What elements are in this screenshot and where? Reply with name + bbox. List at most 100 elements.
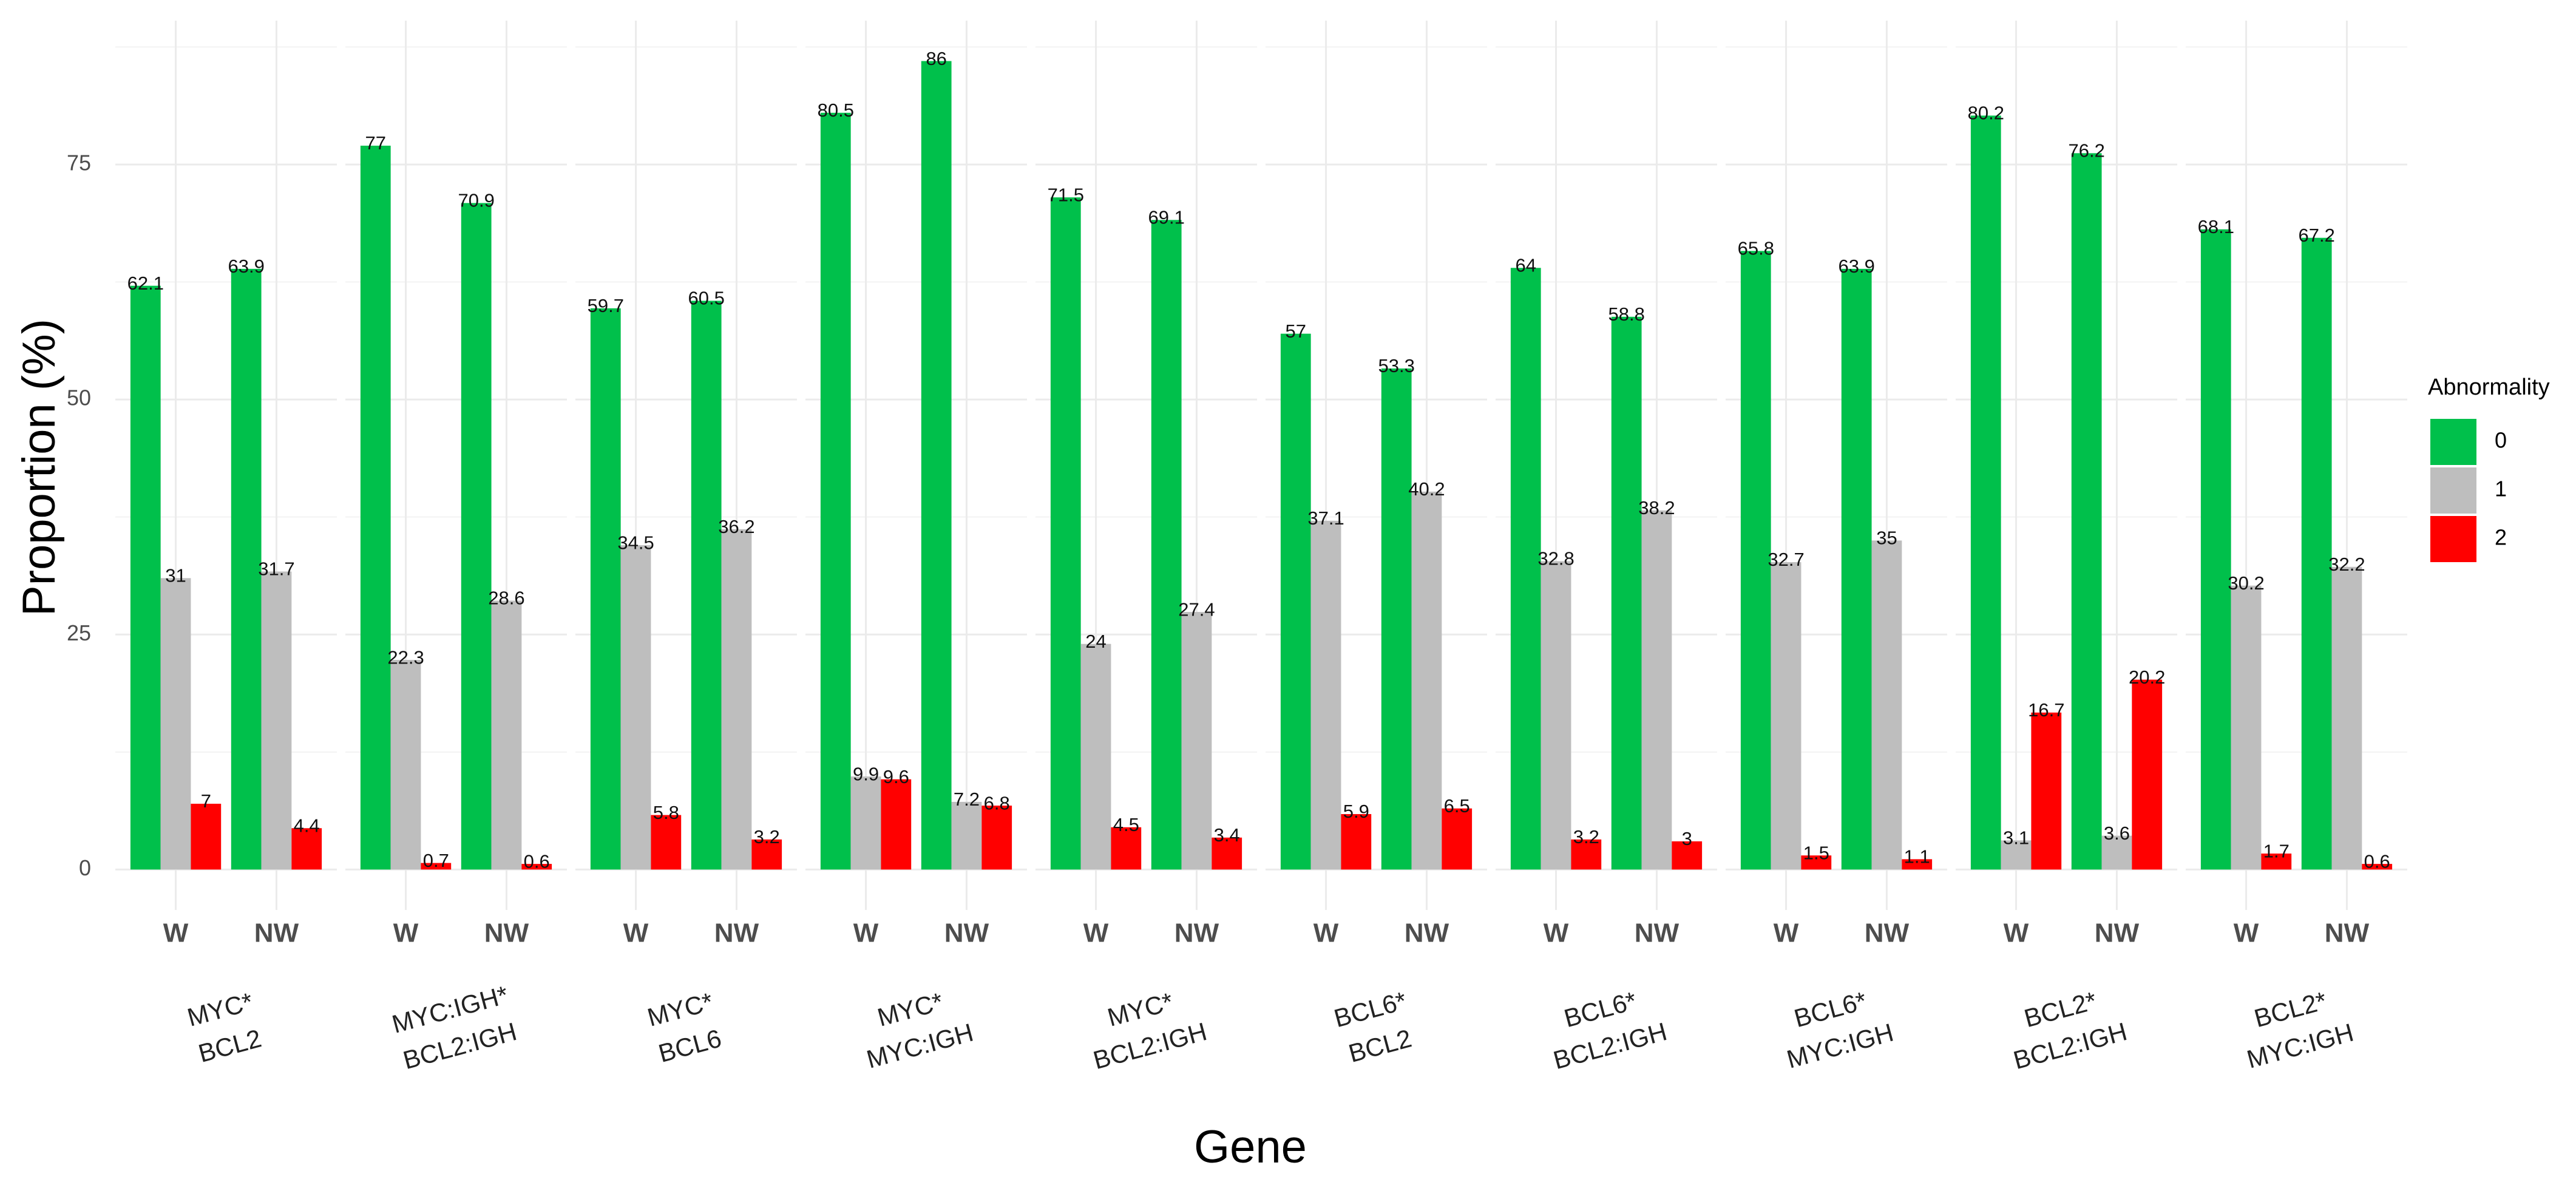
x-tick-label: NW [2325,918,2370,948]
x-tick-label: W [853,918,879,948]
bar [1310,520,1341,870]
x-tick-label: W [393,918,419,948]
bar [231,268,262,870]
x-tick-label: W [1544,918,1569,948]
facet-label: MYC*BCL2:IGH [1080,980,1210,1074]
facet-label: BCL6*BCL2:IGH [1541,980,1670,1074]
bar [461,203,492,870]
data-label: 32.2 [2328,554,2365,575]
data-label: 59.7 [588,295,624,316]
data-label: 80.5 [818,100,854,121]
facet-label: MYC*MYC:IGH [854,982,977,1074]
bar [2001,840,2032,870]
bar [2071,153,2102,870]
data-label: 24 [1085,631,1106,652]
data-label: 5.8 [653,802,679,823]
bar [1442,808,1473,870]
y-tick-label: 25 [67,620,91,645]
bar [2031,712,2062,870]
bar [651,815,682,870]
bar [881,779,912,870]
bar [360,145,391,870]
data-label: 63.9 [1839,256,1875,277]
data-label: 37.1 [1307,507,1344,529]
data-label: 3.1 [2003,827,2029,849]
bar [850,776,881,870]
y-tick-label: 50 [67,385,91,410]
bar [1151,220,1182,870]
data-label: 6.8 [984,792,1010,813]
bar [2200,229,2231,870]
facet-label-line: MYC* [1105,987,1176,1032]
bar [1212,837,1242,870]
bar [1411,491,1442,870]
bar [1902,859,1933,870]
facet-label: BCL2*BCL2:IGH [2001,980,2130,1074]
bar [820,112,851,870]
bar [1510,268,1541,870]
legend-key [2430,516,2476,562]
bar [1771,562,1802,870]
y-tick-label: 0 [79,855,91,880]
data-label: 7.2 [954,789,980,810]
bar [951,801,982,870]
data-label: 30.2 [2228,572,2264,594]
data-label: 80.2 [1968,103,2004,124]
bar [1672,841,1703,870]
y-tick-label: 75 [67,150,91,175]
legend-key [2430,467,2476,514]
data-label: 7 [201,790,211,812]
bar [1841,268,1872,870]
data-label: 20.2 [2129,667,2165,688]
facet-label: BCL2*MYC:IGH [2234,982,2357,1074]
bar [390,660,421,870]
x-tick-label: NW [1405,918,1449,948]
bar [2101,835,2132,870]
x-tick-label: NW [254,918,299,948]
data-label: 5.9 [1343,801,1369,822]
data-label: 32.7 [1768,549,1804,570]
legend-title: Abnormality [2428,375,2550,400]
x-tick-label: NW [1174,918,1219,948]
data-label: 40.2 [1408,478,1445,500]
x-tick-label: W [2004,918,2029,948]
bar [160,578,191,870]
y-axis-title: Proportion (%) [13,319,65,616]
data-label: 38.2 [1638,497,1675,518]
data-label: 6.5 [1444,795,1470,816]
legend-label: 0 [2495,428,2507,453]
bar [2132,679,2163,870]
data-label: 64 [1516,254,1536,276]
bar [691,300,722,870]
bar [1111,827,1142,870]
bar [1740,251,1771,870]
data-label: 22.3 [387,647,424,668]
bar [981,806,1012,870]
bar [751,839,782,870]
data-label: 1.1 [1904,846,1930,867]
x-tick-label: W [1774,918,1799,948]
data-label: 68.1 [2198,216,2234,237]
data-label: 0.6 [524,850,550,872]
bar [1381,368,1412,870]
facet-label-line: MYC* [645,987,716,1032]
data-label: 67.2 [2299,225,2335,246]
bar [130,285,161,870]
facet-label-line: BCL2 [1346,1023,1415,1068]
data-label: 3.2 [754,826,780,847]
bar [1801,855,1832,870]
bar [1611,316,1642,870]
bar [921,61,952,870]
data-label: 27.4 [1178,599,1215,620]
bar [1280,333,1311,870]
bar [1050,197,1081,870]
x-tick-label: NW [484,918,529,948]
data-label: 77 [365,132,386,154]
facet-label-line: BCL2:IGH [1090,1017,1210,1074]
facet-label-line: MYC* [185,987,256,1032]
facet-label: MYC*BCL6 [645,987,726,1068]
facet-label-line: BCL6 [656,1023,725,1068]
legend-key [2430,419,2476,465]
data-label: 58.8 [1608,304,1645,325]
